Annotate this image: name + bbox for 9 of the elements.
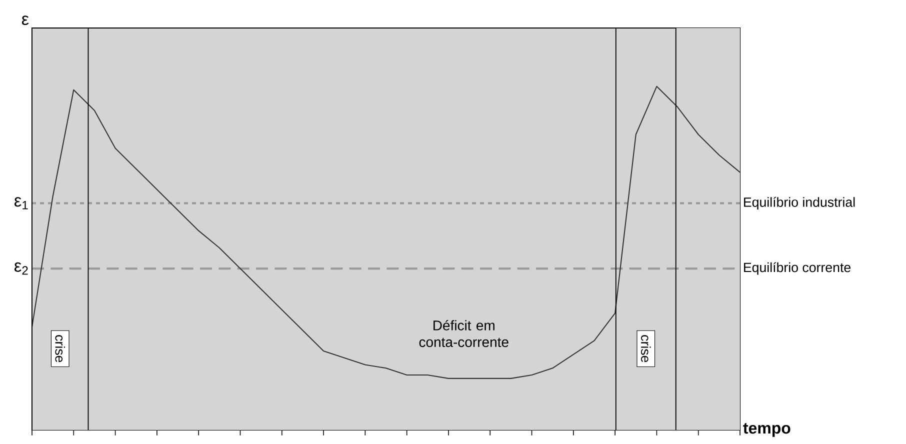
ref-line-label: Equilíbrio industrial bbox=[744, 196, 855, 210]
annotation: Déficit em conta-corrente bbox=[419, 320, 508, 347]
annotation: crise bbox=[55, 334, 66, 362]
x-axis-title: tempo bbox=[743, 422, 790, 437]
text: ε$_{2}$ bbox=[14, 262, 28, 274]
text: ε$_{1}$ bbox=[14, 196, 28, 210]
annotation: crise bbox=[640, 334, 651, 362]
y-axis-title: ε bbox=[22, 15, 29, 25]
ref-line-label: Equilíbrio corrente bbox=[744, 262, 851, 275]
